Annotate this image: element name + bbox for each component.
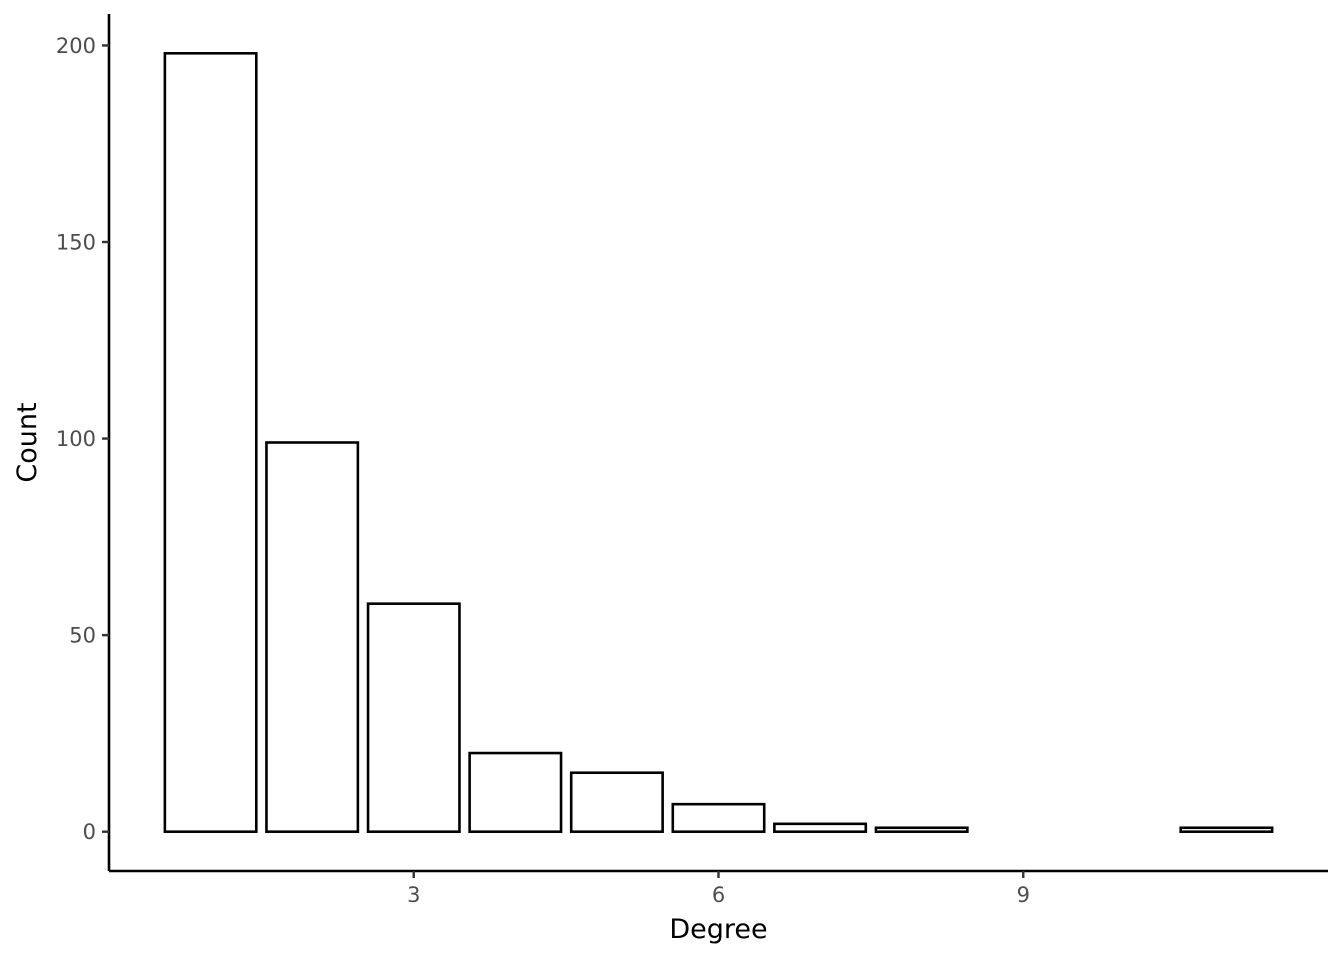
bar-degree-4 xyxy=(468,751,563,833)
x-axis-title: Degree xyxy=(669,914,767,945)
x-tick-label: 6 xyxy=(712,883,725,907)
bar-degree-8 xyxy=(874,826,969,833)
x-tick-label: 3 xyxy=(407,883,420,907)
y-tick-label: 100 xyxy=(56,427,96,451)
bar-degree-7 xyxy=(773,822,868,833)
bar-degree-2 xyxy=(265,441,360,833)
bar-degree-1 xyxy=(163,52,258,833)
bar-degree-6 xyxy=(671,802,766,833)
y-ticks-group: 0 50 100 150 200 xyxy=(56,34,109,844)
bars-group xyxy=(163,52,1274,833)
y-tick-label: 200 xyxy=(56,34,96,58)
y-tick-label: 50 xyxy=(69,624,96,648)
y-axis-title: Count xyxy=(12,402,43,482)
bar-degree-3 xyxy=(366,602,461,833)
bar-degree-5 xyxy=(569,771,664,833)
bar-degree-11 xyxy=(1179,826,1274,833)
y-tick-label: 150 xyxy=(56,231,96,255)
y-tick-label: 0 xyxy=(83,820,96,844)
x-ticks-group: 3 6 9 xyxy=(407,871,1030,907)
x-tick-label: 9 xyxy=(1017,883,1030,907)
